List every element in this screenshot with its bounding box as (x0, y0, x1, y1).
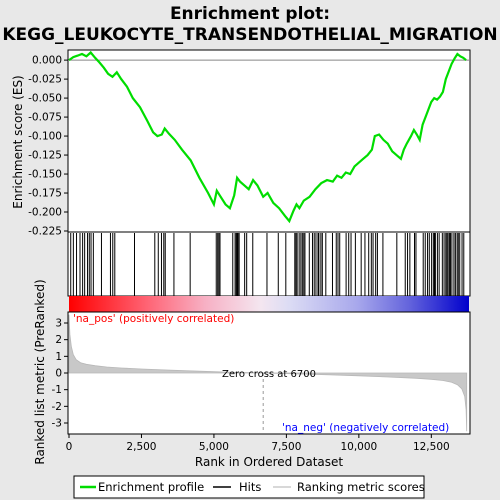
es-y-axis-label: Enrichment score (ES) (11, 75, 25, 208)
es-tick-label: -0.025 (28, 74, 62, 86)
positive-correlation-label: 'na_pos' (positively correlated) (73, 313, 234, 325)
rank-color-bar (69, 296, 469, 312)
legend-box (73, 475, 425, 499)
metric-tick-label: 1 (55, 351, 62, 363)
metric-tick-label: 3 (55, 318, 62, 330)
es-tick-label: -0.150 (28, 169, 62, 181)
es-tick-label: 0.000 (32, 55, 62, 67)
es-tick-label: -0.200 (28, 207, 62, 219)
metric-tick-label: -2 (52, 401, 62, 413)
chart-title-line1: Enrichment plot: (170, 4, 330, 24)
es-panel (67, 49, 471, 233)
enrichment-profile-line (68, 50, 467, 224)
x-tick-label: 12,500 (413, 441, 450, 453)
es-tick-label: -0.175 (28, 188, 62, 200)
x-tick-label: 0 (66, 441, 73, 453)
metric-tick-label: -1 (52, 384, 62, 396)
x-tick-label: 5,000 (199, 441, 229, 453)
x-tick-label: 2,500 (126, 441, 156, 453)
legend-enrichment-label: Enrichment profile (98, 480, 204, 494)
es-tick-label: -0.075 (28, 112, 62, 124)
es-tick-label: -0.050 (28, 93, 62, 105)
legend: Enrichment profile Hits Ranking metric s… (73, 475, 425, 499)
x-axis-label: Rank in Ordered Dataset (195, 455, 343, 469)
negative-correlation-label: 'na_neg' (negatively correlated) (282, 422, 449, 434)
es-tick-label: -0.100 (28, 131, 62, 143)
hit-marks (70, 233, 465, 296)
x-tick-label: 7,500 (271, 441, 301, 453)
es-tick-label: -0.125 (28, 150, 62, 162)
legend-hits-label: Hits (239, 480, 261, 494)
es-tick-label: -0.225 (28, 226, 62, 238)
metric-tick-label: 2 (55, 334, 62, 346)
legend-metric-label: Ranking metric scores (297, 480, 425, 494)
es-y-axis: 0.000 -0.025 -0.050 -0.075 -0.100 -0.125 -0.15… (28, 55, 68, 238)
metric-tick-label: -3 (52, 418, 62, 430)
metric-y-axis-label: Ranked list metric (PreRanked) (33, 279, 47, 464)
metric-y-axis: 3 2 1 0 -1 -2 -3 (52, 318, 68, 430)
x-axis: 0 2,500 5,000 7,500 10,000 12,500 (66, 434, 450, 453)
metric-tick-label: 0 (55, 368, 62, 380)
x-tick-label: 10,000 (340, 441, 377, 453)
chart-title-line2: KEGG_LEUKOCYTE_TRANSENDOTHELIAL_MIGRATIO… (2, 25, 497, 45)
zero-cross-label: Zero cross at 6700 (222, 369, 316, 380)
